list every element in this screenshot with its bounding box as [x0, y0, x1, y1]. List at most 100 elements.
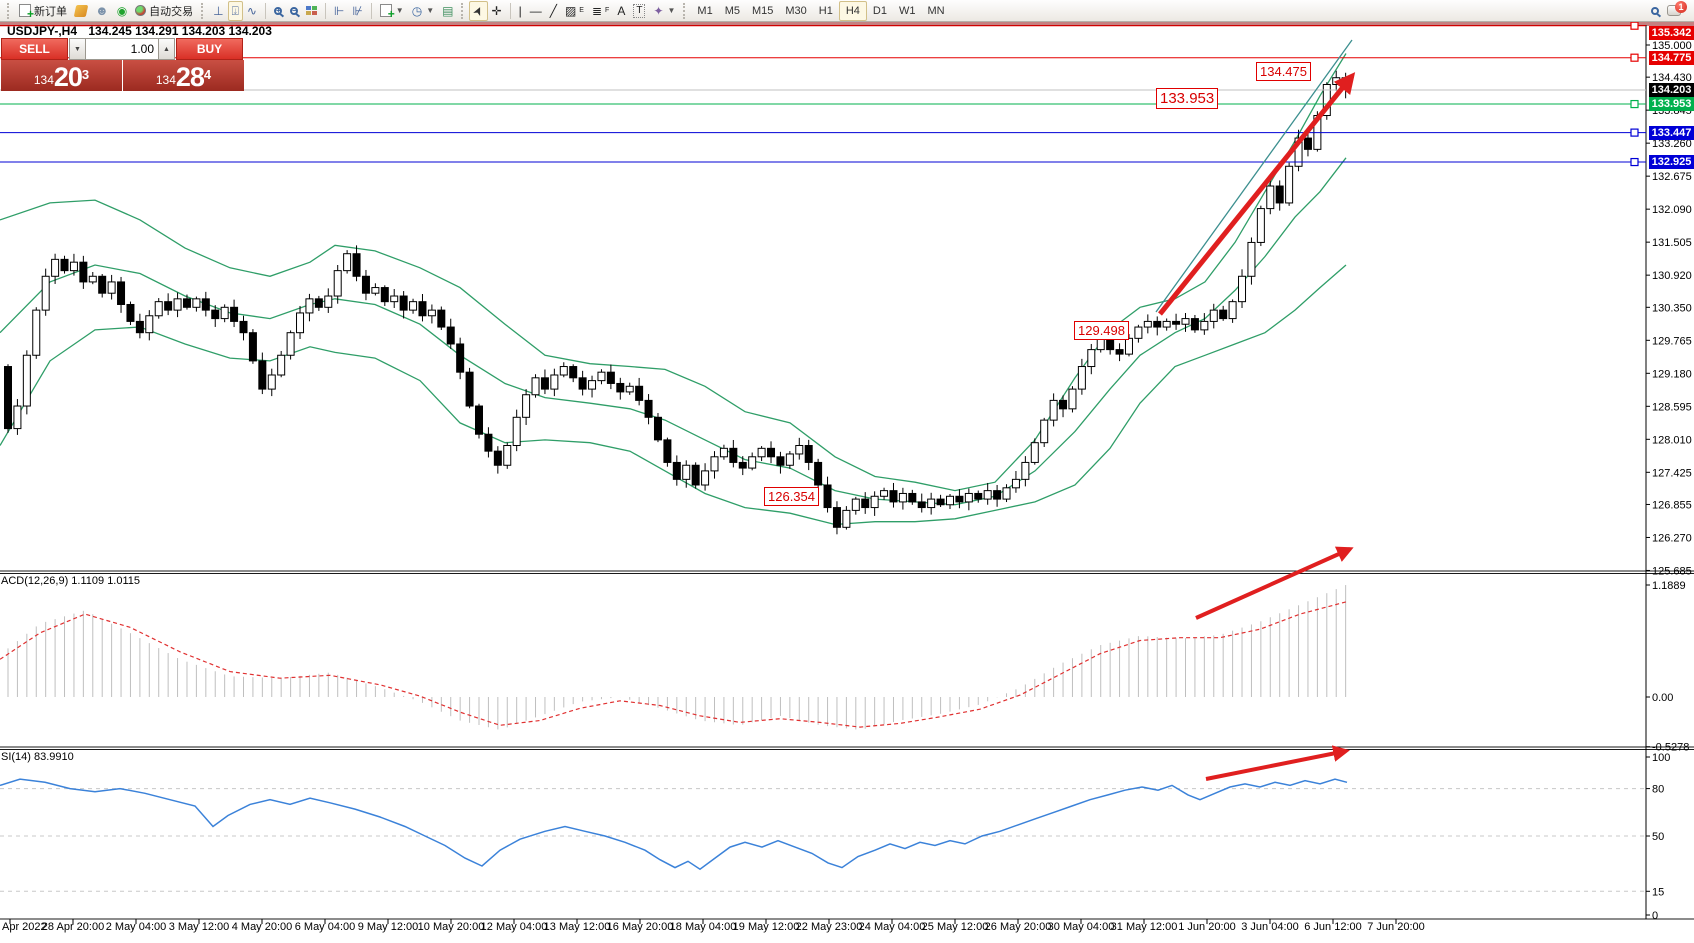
candle: [653, 416, 662, 441]
text-tool-button[interactable]: A: [613, 1, 629, 21]
zoom-in-button[interactable]: +: [270, 1, 286, 21]
vertical-line-tool-button[interactable]: |: [515, 1, 526, 21]
sell-button[interactable]: SELL: [1, 38, 68, 60]
zoom-in-icon: +: [273, 5, 282, 15]
profile-button[interactable]: ☻: [91, 1, 113, 21]
line-handle[interactable]: [1630, 53, 1639, 62]
notifications-button[interactable]: 1: [1663, 1, 1687, 21]
timeframe-h4-button[interactable]: H4: [838, 0, 867, 21]
crayon-button[interactable]: [71, 1, 91, 21]
search-button[interactable]: [1647, 1, 1663, 21]
timeframe-m1-button[interactable]: M1: [697, 4, 713, 17]
time-axis-label: 25 May 12:00: [921, 921, 989, 933]
timeframe-m5-button[interactable]: M5: [724, 4, 740, 17]
rsi-axis-tick: 100: [1652, 752, 1670, 764]
timeframe-h1-button[interactable]: H1: [818, 4, 833, 17]
price-annotation-129.498[interactable]: 129.498: [1074, 321, 1129, 340]
line-chart-button[interactable]: ∿: [243, 1, 261, 21]
candle: [691, 464, 700, 486]
price-tag-135.342[interactable]: 135.342: [1649, 26, 1694, 40]
buy-button[interactable]: BUY: [176, 38, 243, 60]
timeframe-m30-button[interactable]: M30: [785, 4, 807, 17]
candle: [1294, 137, 1303, 167]
candlestick-chart-button[interactable]: ⍗: [227, 0, 243, 21]
candle: [399, 295, 408, 311]
channel-icon: ▨: [564, 3, 577, 18]
candle: [1011, 478, 1020, 489]
price-annotation-126.354[interactable]: 126.354: [764, 487, 819, 506]
sell-price-display[interactable]: 134 20 3: [1, 60, 123, 91]
candle: [635, 385, 644, 401]
cursor-tool-button[interactable]: ➤: [469, 0, 488, 21]
crosshair-tool-button[interactable]: ✛: [488, 1, 506, 21]
templates-button[interactable]: ▤: [438, 1, 457, 21]
candlestick-icon: ⍗: [231, 3, 239, 18]
line-handle[interactable]: [1630, 157, 1639, 167]
price-tag-133.447[interactable]: 133.447: [1649, 125, 1694, 140]
volume-increase-button[interactable]: ▲: [158, 38, 175, 60]
timeframe-d1-button[interactable]: D1: [872, 4, 887, 17]
chart-canvas[interactable]: 135.000134.430133.845133.260132.675132.0…: [0, 22, 1694, 943]
price-axis-tick: 125.685: [1652, 565, 1692, 577]
timeframe-m15-button[interactable]: M15: [751, 4, 774, 17]
price-annotation-134.475[interactable]: 134.475: [1256, 62, 1311, 81]
template-icon: ▤: [442, 3, 454, 18]
candle: [880, 490, 889, 497]
price-tag-133.953[interactable]: 133.953: [1649, 97, 1694, 112]
line-handle[interactable]: [1630, 99, 1639, 109]
candle: [51, 258, 60, 277]
horizontal-line-tool-button[interactable]: —: [526, 1, 546, 21]
candle: [503, 445, 512, 466]
candle: [569, 366, 578, 379]
candle: [248, 332, 257, 362]
chart-window[interactable]: 135.000 134.430 133.845 133.260 132.675 132.0…: [0, 22, 1694, 943]
bar-chart-button[interactable]: ⊥: [209, 1, 227, 21]
volume-input[interactable]: [86, 38, 158, 60]
price-annotation-133.953[interactable]: 133.953: [1156, 88, 1219, 109]
price-tag-134.203[interactable]: 134.203: [1649, 82, 1694, 97]
candle: [1162, 320, 1171, 328]
chart-shift-button[interactable]: ⊮: [348, 1, 366, 21]
new-order-button[interactable]: 新订单: [15, 1, 71, 21]
candle: [1021, 461, 1030, 480]
auto-arrange-button[interactable]: ⊩: [330, 1, 348, 21]
chat-bubble-icon: 1: [1667, 1, 1687, 16]
price-tag-134.775[interactable]: 134.775: [1649, 50, 1694, 65]
price-tag-132.925[interactable]: 132.925: [1649, 155, 1694, 170]
trend-arrow-main[interactable]: [1158, 72, 1356, 316]
shapes-tool-button[interactable]: ✦ ▼: [649, 1, 679, 21]
trend-arrow-rsi[interactable]: [1205, 745, 1350, 781]
candle: [1030, 442, 1039, 463]
tile-windows-button[interactable]: [302, 1, 321, 21]
candle: [286, 332, 295, 356]
rsi-axis-tick: 80: [1652, 784, 1664, 796]
timeframe-w1-button[interactable]: W1: [898, 4, 916, 17]
autotrading-button[interactable]: 自动交易: [131, 1, 197, 21]
candle: [785, 453, 794, 466]
time-axis-label: Apr 2022: [2, 921, 47, 933]
timeframe-mn-button[interactable]: MN: [927, 4, 945, 17]
line-handle[interactable]: [1630, 128, 1639, 137]
zoom-out-button[interactable]: −: [286, 1, 302, 21]
candle: [154, 301, 163, 317]
line-handle[interactable]: [1630, 22, 1639, 30]
signals-button[interactable]: ◉: [113, 1, 131, 21]
fibonacci-tool-button[interactable]: ≣ F: [588, 1, 613, 21]
time-axis-label: 22 May 23:00: [795, 921, 863, 933]
zoom-out-icon: −: [289, 5, 298, 15]
candle: [41, 275, 50, 311]
text-label-tool-button[interactable]: T: [629, 1, 649, 21]
buy-price-display[interactable]: 134 28 4: [123, 60, 244, 91]
trendline-tool-button[interactable]: ╱: [546, 1, 561, 21]
candle: [1303, 137, 1312, 150]
equidistant-channel-tool-button[interactable]: ▨ E: [561, 1, 588, 21]
volume-decrease-button[interactable]: ▼: [69, 38, 86, 60]
trendline[interactable]: [1155, 39, 1353, 313]
trend-arrow-macd[interactable]: [1195, 546, 1354, 620]
horizontal-line-icon: —: [529, 3, 542, 18]
period-button[interactable]: ◷ ▼: [408, 1, 438, 21]
candle: [173, 298, 182, 311]
candle: [993, 490, 1002, 500]
add-indicator-button[interactable]: ▼: [376, 1, 408, 21]
candle: [757, 447, 766, 458]
